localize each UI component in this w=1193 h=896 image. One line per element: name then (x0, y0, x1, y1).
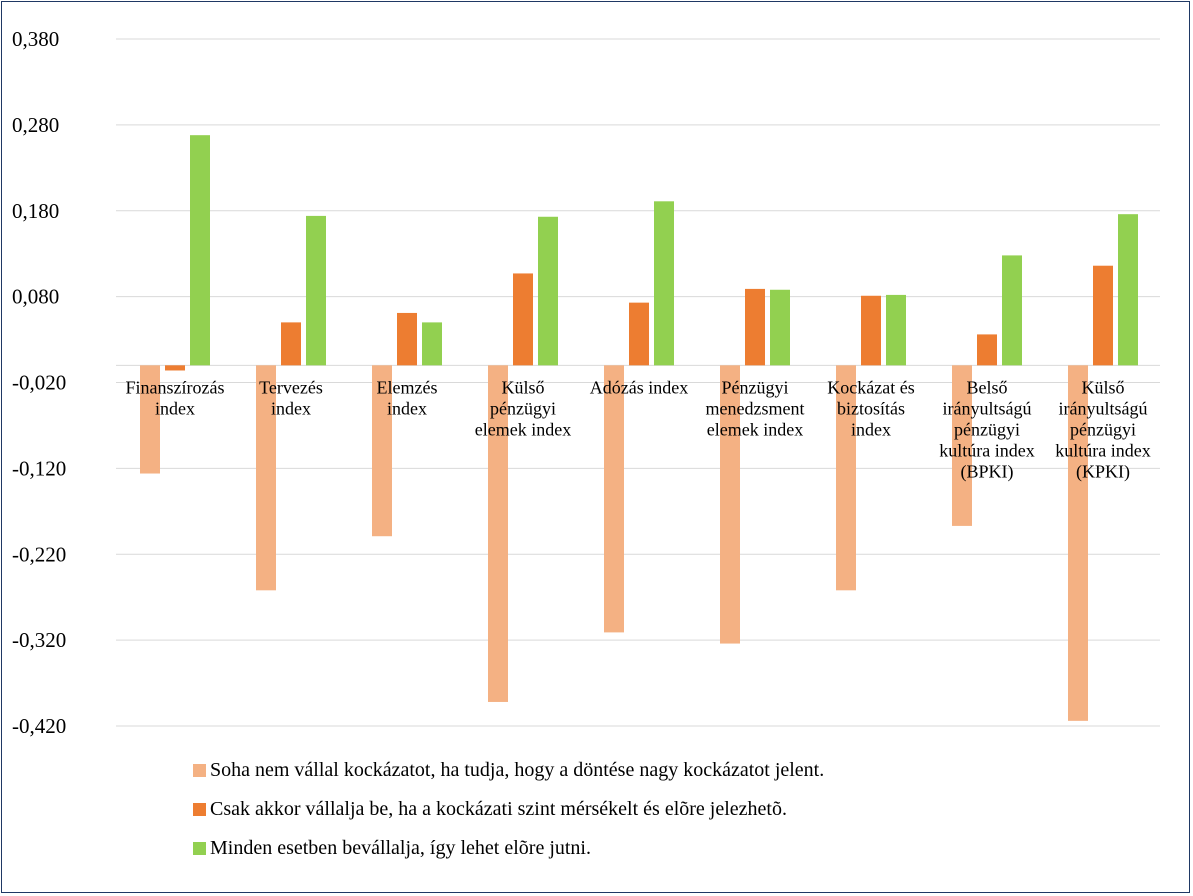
bar (190, 135, 210, 366)
bar (604, 365, 624, 633)
bar-chart: 0,380 0,280 0,180 0,080 -0,020 -0,120 -0,220 -0… (12, 27, 1160, 738)
bar (306, 215, 326, 366)
category-label: Külső pénzügyi elemek index (475, 377, 571, 439)
legend-item-always: Minden esetben bevállalja, így lehet elõ… (193, 836, 824, 859)
legend-item-moderate: Csak akkor vállalja be, ha a kockázati s… (193, 797, 824, 820)
bar (1093, 265, 1113, 366)
legend-swatch-always (193, 841, 206, 855)
bar (513, 273, 533, 366)
category-label: Kockázat és biztosítás index (827, 377, 914, 439)
bar (281, 322, 301, 366)
bar (1118, 214, 1138, 366)
legend-swatch-never (193, 763, 206, 777)
y-tick-label: -0,220 (12, 542, 66, 566)
bar (1068, 365, 1088, 721)
category-label: Finanszírozás index (126, 377, 225, 418)
category-label: Belső irányultságú pénzügyi kultúra index (B… (939, 377, 1034, 482)
legend: Soha nem vállal kockázatot, ha tudja, ho… (193, 758, 825, 877)
bar (140, 365, 160, 474)
legend-label-never: Soha nem vállal kockázatot, ha tudja, ho… (210, 758, 825, 781)
bar (256, 365, 276, 591)
category-label: Elemzés index (377, 377, 438, 418)
bar (538, 216, 558, 366)
bar (770, 289, 790, 366)
bar (1002, 255, 1022, 366)
bar (836, 365, 856, 591)
bar (372, 365, 392, 537)
legend-swatch-moderate (193, 802, 206, 816)
legend-label-moderate: Csak akkor vállalja be, ha a kockázati s… (210, 797, 787, 820)
category-label: Pénzügyi menedzsment elemek index (706, 377, 805, 439)
y-tick-label: -0,120 (12, 456, 66, 480)
category-label: Adózás index (590, 377, 688, 397)
bar (745, 288, 765, 366)
y-tick-label: -0,020 (12, 371, 66, 395)
bar (165, 365, 185, 371)
bar (629, 302, 649, 366)
bar (654, 201, 674, 366)
y-tick-label: 0,380 (12, 27, 59, 51)
y-tick-label: 0,180 (12, 199, 59, 223)
y-tick-label: 0,280 (12, 113, 59, 137)
category-label: Tervezés index (259, 377, 323, 418)
category-label: Külső irányultságú pénzügyi kultúra index (K… (1055, 377, 1150, 482)
bar (861, 295, 881, 366)
bar (886, 294, 906, 366)
y-tick-label: 0,080 (12, 285, 59, 309)
bar (397, 312, 417, 366)
legend-item-never: Soha nem vállal kockázatot, ha tudja, ho… (193, 758, 825, 781)
y-tick-label: -0,420 (12, 714, 66, 738)
bar (720, 365, 740, 644)
y-tick-label: -0,320 (12, 628, 66, 652)
bar (422, 322, 442, 366)
bar (488, 365, 508, 702)
legend-label-always: Minden esetben bevállalja, így lehet elõ… (210, 836, 591, 859)
bar (952, 365, 972, 526)
bar (977, 334, 997, 366)
